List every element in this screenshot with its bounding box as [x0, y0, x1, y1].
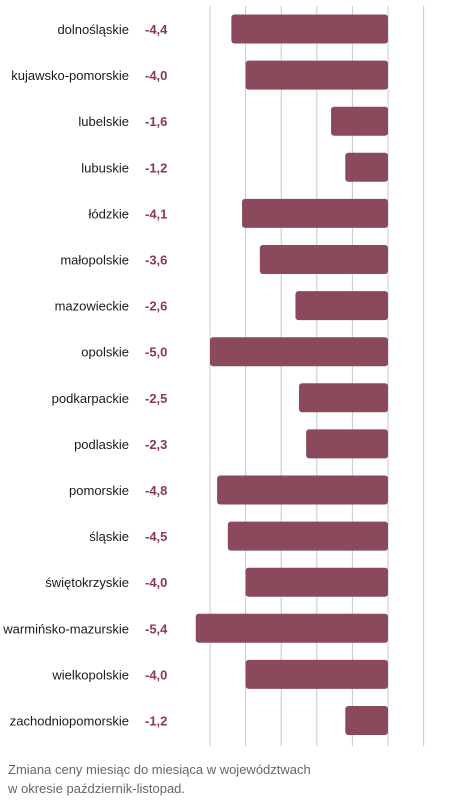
category-label: pomorskie — [69, 483, 129, 498]
value-label: -3,6 — [145, 253, 167, 268]
category-label: małopolskie — [60, 253, 129, 268]
value-label: -4,5 — [145, 529, 167, 544]
value-label: -1,6 — [145, 114, 167, 129]
value-labels: -4,4 -4,0 -1,6 -1,2 -4,1 -3,6 -2,6 -5,0 -2,5 -2,3… — [145, 22, 168, 729]
bar — [306, 429, 388, 459]
category-label: warmińsko-mazurskie — [2, 621, 129, 636]
category-label: świętokrzyskie — [45, 575, 129, 590]
bar — [299, 383, 388, 413]
category-labels: dolnośląskie kujawsko-pomorskie lubelskie l… — [2, 22, 129, 729]
value-label: -1,2 — [145, 160, 167, 175]
bar — [227, 521, 388, 551]
category-label: zachodniopomorskie — [10, 714, 129, 729]
bar — [217, 475, 388, 505]
value-label: -2,6 — [145, 299, 167, 314]
value-label: -1,2 — [145, 714, 167, 729]
value-label: -5,4 — [145, 621, 168, 636]
bar — [295, 291, 388, 321]
category-label: podkarpackie — [52, 391, 129, 406]
category-label: wielkopolskie — [51, 667, 129, 682]
bar — [245, 659, 388, 689]
value-label: -2,5 — [145, 391, 167, 406]
bar — [231, 14, 388, 44]
value-label: -5,0 — [145, 345, 167, 360]
category-label: lubelskie — [78, 114, 129, 129]
bar — [345, 706, 388, 735]
bar — [331, 106, 388, 136]
caption-line-2: w okresie październik-listopad. — [8, 781, 186, 796]
bar — [195, 613, 388, 643]
chart-caption: Zmiana ceny miesiąc do miesiąca w wojewó… — [8, 760, 448, 798]
bar — [259, 245, 388, 274]
bar-chart: dolnośląskie kujawsko-pomorskie lubelskie l… — [2, 6, 425, 746]
value-label: -4,0 — [145, 68, 167, 83]
value-label: -4,4 — [145, 22, 168, 37]
category-label: dolnośląskie — [57, 22, 129, 37]
category-label: podlaskie — [74, 437, 129, 452]
category-label: łódzkie — [89, 206, 129, 221]
bars — [195, 14, 388, 735]
value-label: -2,3 — [145, 437, 167, 452]
bar — [245, 567, 388, 597]
category-label: śląskie — [89, 529, 129, 544]
category-label: lubuskie — [81, 160, 129, 175]
bar — [210, 337, 388, 367]
bar — [345, 152, 388, 182]
value-label: -4,1 — [145, 206, 167, 221]
category-label: kujawsko-pomorskie — [11, 68, 129, 83]
category-label: mazowieckie — [55, 299, 129, 314]
category-label: opolskie — [81, 345, 129, 360]
caption-line-1: Zmiana ceny miesiąc do miesiąca w wojewó… — [8, 762, 311, 777]
bar — [242, 198, 388, 228]
value-label: -4,8 — [145, 483, 167, 498]
value-label: -4,0 — [145, 667, 167, 682]
bar — [245, 60, 388, 90]
value-label: -4,0 — [145, 575, 167, 590]
